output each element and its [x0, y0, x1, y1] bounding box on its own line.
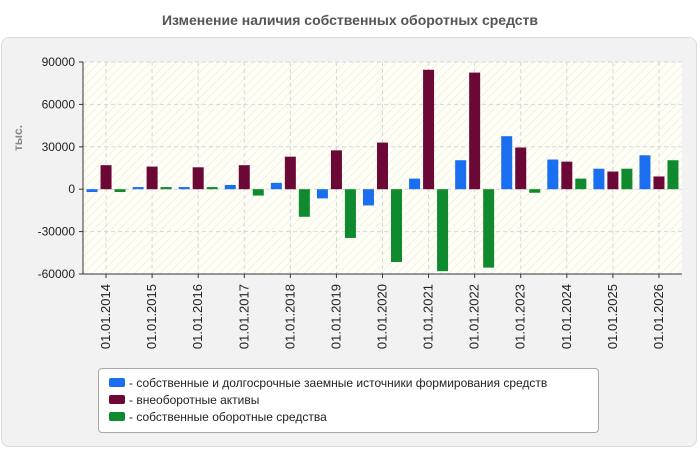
x-tick-label: 01.01.2021	[421, 284, 436, 349]
legend-label-series-1: - собственные и долгосрочные заемные ист…	[129, 375, 548, 390]
bar-series-2-01.01.2014	[100, 165, 112, 190]
bar-series-1-01.01.2026	[639, 155, 651, 190]
legend-item-series-2: - внеоборотные активы	[109, 391, 598, 408]
bar-series-3-01.01.2024	[575, 178, 587, 190]
bar-series-1-01.01.2020	[363, 189, 374, 206]
bar-series-3-01.01.2017	[252, 189, 264, 196]
bar-series-3-01.01.2018	[298, 189, 310, 217]
bar-series-1-01.01.2021	[409, 178, 421, 190]
x-tick-label: 01.01.2018	[282, 284, 297, 349]
bar-series-3-01.01.2020	[391, 189, 402, 262]
bar-series-3-01.01.2014	[114, 189, 126, 193]
bars	[86, 69, 679, 272]
legend-label-series-3: - собственные оборотные средства	[129, 409, 327, 424]
bar-series-2-01.01.2021	[423, 69, 435, 190]
bar-series-3-01.01.2026	[667, 160, 679, 190]
bar-series-2-01.01.2016	[192, 167, 204, 190]
bar-series-1-01.01.2017	[224, 184, 236, 190]
y-tick-label: 30000	[42, 140, 76, 154]
y-tick-label: -60000	[38, 267, 76, 281]
legend-item-series-3: - собственные оборотные средства	[109, 408, 598, 425]
x-tick-label: 01.01.2017	[236, 284, 251, 349]
legend-label-series-2: - внеоборотные активы	[129, 392, 260, 407]
bar-series-1-01.01.2018	[270, 182, 282, 190]
bar-series-2-01.01.2015	[146, 166, 158, 190]
y-axis-label: тыс.	[11, 125, 25, 151]
y-tick-label: -30000	[38, 225, 76, 239]
bar-series-2-01.01.2017	[238, 165, 250, 190]
legend: - собственные и долгосрочные заемные ист…	[98, 368, 599, 433]
bar-series-3-01.01.2015	[160, 187, 172, 190]
bar-series-3-01.01.2019	[344, 189, 356, 238]
y-tick-label: 90000	[42, 55, 76, 69]
x-tick-label: 01.01.2026	[651, 284, 666, 349]
bar-series-2-01.01.2023	[515, 147, 527, 190]
bar-series-3-01.01.2016	[206, 187, 218, 190]
bar-series-2-01.01.2022	[469, 72, 481, 190]
legend-swatch-series-3	[109, 412, 125, 421]
x-tick-label: 01.01.2025	[605, 284, 620, 349]
bar-series-1-01.01.2019	[316, 189, 328, 199]
legend-swatch-series-2	[109, 395, 125, 404]
bar-series-2-01.01.2026	[653, 176, 665, 190]
bar-series-1-01.01.2025	[593, 168, 605, 190]
bar-series-3-01.01.2021	[437, 189, 449, 272]
x-tick-label: 01.01.2015	[144, 284, 159, 349]
bar-series-2-01.01.2024	[561, 161, 573, 190]
bar-series-3-01.01.2025	[621, 168, 633, 190]
bar-series-2-01.01.2019	[330, 150, 342, 190]
bar-series-2-01.01.2020	[377, 142, 388, 190]
bar-series-1-01.01.2023	[501, 136, 513, 190]
x-tick-label: 01.01.2024	[559, 284, 574, 349]
x-tick-label: 01.01.2016	[190, 284, 205, 349]
bar-series-1-01.01.2014	[86, 189, 98, 193]
legend-swatch-series-1	[109, 378, 125, 387]
x-tick-label: 01.01.2019	[328, 284, 343, 349]
bar-series-2-01.01.2025	[607, 171, 619, 190]
axes: 90000 60000 30000 0 -30000 -60000 01.01.2014 01…	[38, 55, 682, 349]
bar-series-1-01.01.2022	[455, 160, 467, 190]
x-tick-label: 01.01.2020	[375, 284, 390, 349]
x-tick-label: 01.01.2022	[467, 284, 482, 349]
y-tick-label: 0	[68, 182, 75, 196]
legend-item-series-1: - собственные и долгосрочные заемные ист…	[109, 374, 598, 391]
bar-series-2-01.01.2018	[284, 156, 296, 190]
bar-series-1-01.01.2016	[178, 187, 190, 190]
y-tick-label: 60000	[42, 97, 76, 111]
bar-series-1-01.01.2015	[132, 187, 144, 190]
x-tick-label: 01.01.2023	[513, 284, 528, 349]
bar-series-3-01.01.2023	[529, 189, 541, 193]
x-tick-label: 01.01.2014	[98, 284, 113, 349]
chart-title: Изменение наличия собственных оборотных …	[161, 12, 539, 28]
bar-series-1-01.01.2024	[547, 159, 559, 190]
bar-series-3-01.01.2022	[483, 189, 495, 268]
